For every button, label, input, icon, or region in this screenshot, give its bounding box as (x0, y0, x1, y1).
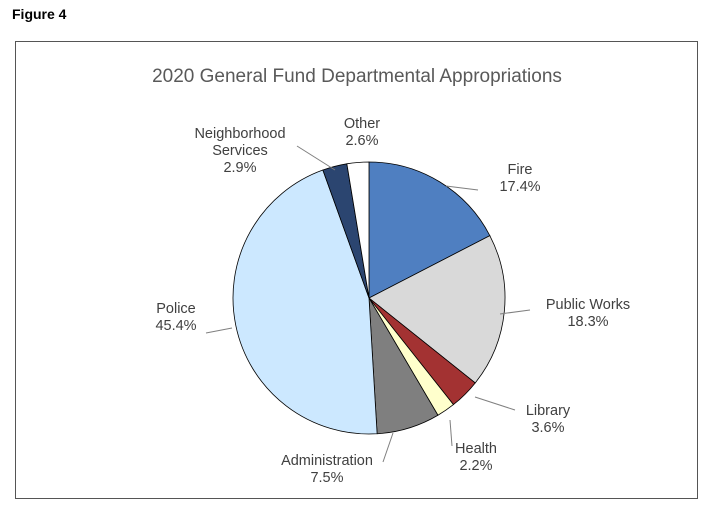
figure-label: Figure 4 (12, 6, 67, 22)
leader-line (499, 309, 531, 315)
leader-line (296, 145, 336, 171)
leader-line (205, 327, 233, 334)
pie-slices (232, 161, 506, 435)
pie-slice-other (346, 161, 370, 299)
slice-label: Health 2.2% (455, 441, 497, 474)
pie-slice-public works (368, 235, 506, 384)
pie-slice-police (232, 169, 378, 435)
slice-label: Library 3.6% (526, 403, 571, 436)
leader-line (382, 432, 394, 463)
slice-label: Fire 17.4% (499, 162, 540, 195)
slice-label: Police 45.4% (155, 301, 196, 334)
pie-slice-fire (368, 161, 491, 299)
slice-label: Other 2.6% (344, 116, 380, 149)
slice-label: Administration 7.5% (281, 453, 373, 486)
slice-labels: Fire 17.4% Public Works 18.3% Library 3.6% Hea… (155, 116, 630, 486)
leader-line (445, 185, 479, 191)
slice-label: Neighborhood Services 2.9% (194, 126, 285, 176)
chart-title: 2020 General Fund Departmental Appropria… (152, 66, 562, 87)
leader-lines (205, 145, 531, 463)
leader-line (449, 419, 453, 447)
slice-label: Public Works 18.3% (546, 297, 630, 330)
leader-line (474, 396, 516, 411)
